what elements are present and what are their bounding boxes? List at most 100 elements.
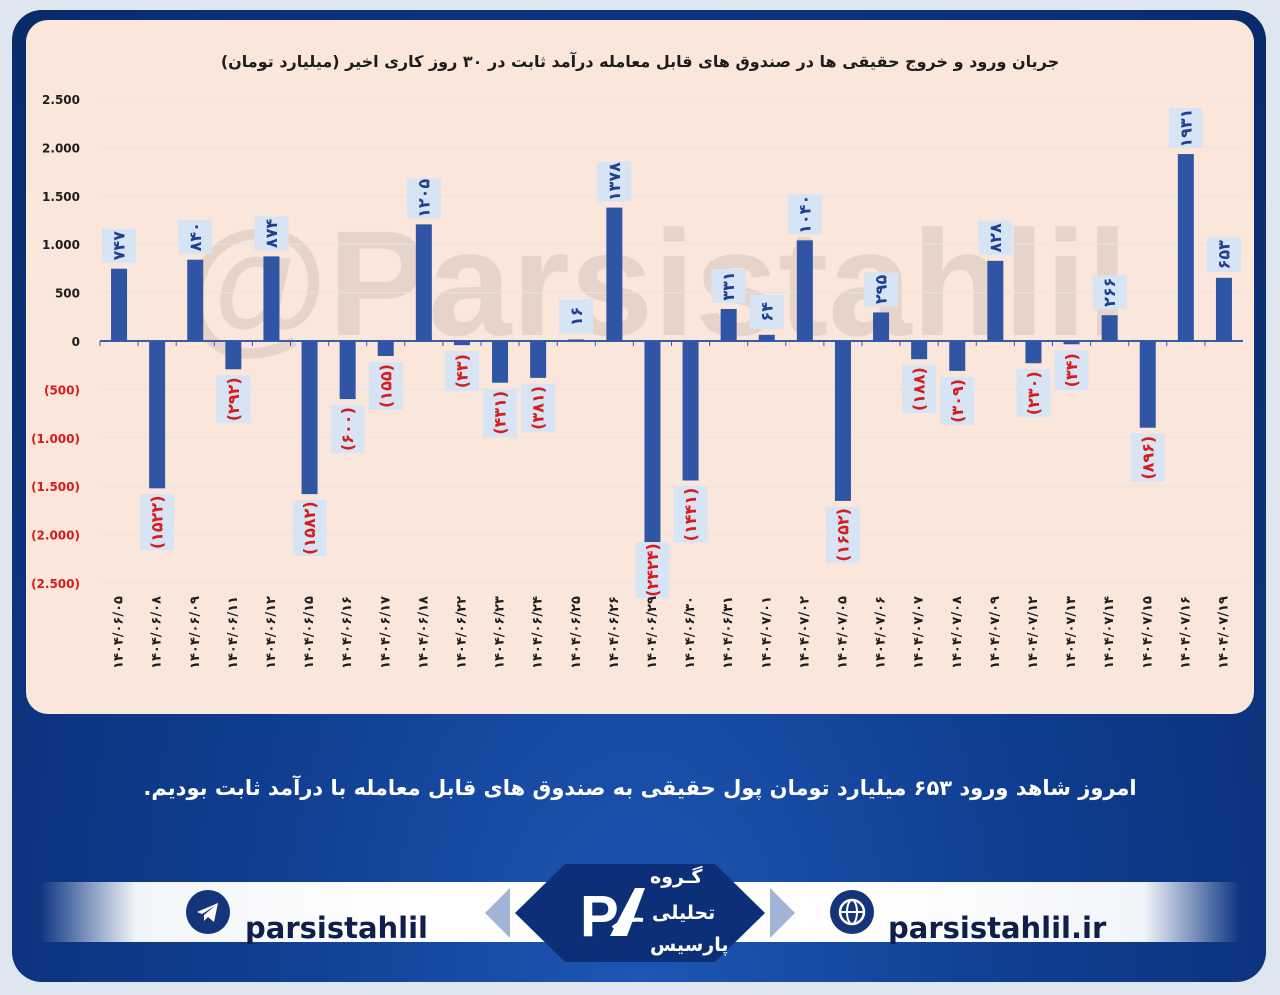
- y-tick-label: (500): [44, 383, 80, 397]
- telegram-icon[interactable]: [186, 890, 230, 934]
- x-tick-label: ۱۴۰۴/۰۷/۰۱: [759, 596, 774, 669]
- x-tick-label: ۱۴۰۴/۰۶/۲۲: [454, 596, 469, 669]
- bar: [453, 341, 470, 346]
- data-label-box: [864, 272, 899, 307]
- bar: [111, 268, 128, 341]
- y-tick-label: (2.500): [31, 577, 80, 591]
- x-tick-label: ۱۴۰۴/۰۷/۰۵: [835, 596, 850, 669]
- data-label-box: [1016, 369, 1051, 418]
- bar: [301, 341, 318, 495]
- bar: [339, 341, 356, 400]
- data-label: ۲۶۶: [1100, 278, 1119, 307]
- website-link[interactable]: parsistahlil.ir: [888, 911, 1107, 945]
- x-tick-label: ۱۴۰۴/۰۶/۳۱: [721, 596, 736, 669]
- data-label-box: [673, 486, 708, 543]
- x-tick-label: ۱۴۰۴/۰۶/۱۶: [340, 596, 355, 669]
- bar: [1063, 341, 1080, 345]
- data-label-box: [444, 351, 479, 392]
- x-tick-label: ۱۴۰۴/۰۶/۲۵: [569, 596, 584, 669]
- data-label: (۲۳۰): [1024, 371, 1043, 415]
- globe-icon[interactable]: [830, 890, 874, 934]
- data-label: ۱۰۴۰: [795, 195, 814, 234]
- data-label-box: [1092, 275, 1127, 310]
- bar: [987, 260, 1004, 341]
- watermark: @Parsistahlil: [182, 199, 1129, 367]
- data-label-box: [711, 268, 746, 303]
- bar: [187, 259, 204, 341]
- data-label-box: [368, 362, 403, 411]
- data-label: ۸۷۴: [262, 219, 281, 249]
- data-label: ۳۳۱: [719, 271, 738, 300]
- data-label: (۳۰۹): [948, 379, 967, 423]
- bar: [1101, 315, 1118, 341]
- bar: [720, 308, 737, 341]
- telegram-handle[interactable]: parsistahlil: [245, 911, 428, 945]
- bar: [873, 312, 890, 341]
- data-label: ۸۲۸: [986, 223, 1005, 253]
- data-label: (۴۳): [452, 354, 471, 388]
- y-tick-label: (2.000): [31, 529, 80, 543]
- data-label-box: [330, 405, 365, 454]
- x-tick-label: ۱۴۰۴/۰۷/۱۹: [1216, 596, 1231, 669]
- data-label-box: [825, 506, 860, 563]
- bar: [568, 339, 585, 341]
- bar: [415, 224, 432, 341]
- data-label-box: [1206, 237, 1241, 272]
- data-label-box: [406, 178, 441, 219]
- brand-line-1: گـروه: [650, 866, 703, 888]
- bar: [492, 341, 509, 383]
- x-tick-label: ۱۴۰۴/۰۶/۱۱: [226, 596, 241, 669]
- data-label-box: [1168, 108, 1203, 149]
- y-tick-label: 2.500: [42, 93, 80, 107]
- data-label-box: [102, 228, 137, 263]
- bar: [263, 256, 280, 341]
- y-tick-label: 500: [55, 287, 80, 301]
- data-label: (۱۵۸۲): [300, 501, 319, 555]
- data-label-box: [559, 299, 594, 334]
- data-label-box: [521, 383, 556, 432]
- x-tick-label: ۱۴۰۴/۰۷/۰۶: [874, 596, 889, 669]
- data-label-box: [787, 194, 822, 235]
- y-tick-label: (1.000): [31, 432, 80, 446]
- x-tick-label: ۱۴۰۴/۰۷/۰۹: [988, 596, 1003, 669]
- data-label-box: [254, 216, 289, 251]
- data-label: (۱۴۴۱): [681, 488, 700, 542]
- y-tick-label: 0: [72, 335, 80, 349]
- data-label-box: [140, 494, 175, 551]
- bar: [644, 341, 661, 576]
- data-label: ۸۴۰: [186, 222, 205, 251]
- data-label: (۱۶۵۲): [833, 508, 852, 562]
- bar: [949, 341, 966, 371]
- x-tick-label: ۱۴۰۴/۰۶/۰۸: [150, 596, 165, 669]
- data-label: ۱۲۰۵: [414, 179, 433, 218]
- x-tick-label: ۱۴۰۴/۰۶/۰۵: [112, 596, 127, 669]
- x-tick-label: ۱۴۰۴/۰۷/۰۸: [950, 596, 965, 669]
- bar: [225, 341, 242, 370]
- bar: [682, 341, 699, 481]
- data-label-box: [978, 220, 1013, 255]
- bar: [1139, 341, 1156, 428]
- brand-line-2: تحلیلی: [652, 902, 716, 924]
- x-tick-label: ۱۴۰۴/۰۶/۲۴: [531, 596, 546, 669]
- x-tick-label: ۱۴۰۴/۰۶/۱۲: [264, 596, 279, 669]
- data-label: (۱۸۸): [910, 367, 929, 411]
- y-tick-label: (1.500): [31, 480, 80, 494]
- bar: [1215, 277, 1232, 341]
- data-label: ۱۶: [567, 307, 586, 327]
- data-label-box: [635, 542, 670, 598]
- bar: [1177, 154, 1194, 341]
- data-label-box: [216, 375, 251, 424]
- data-label-box: [1130, 433, 1165, 482]
- chart-title: جریان ورود و خروج حقیقی ها در صندوق های …: [220, 52, 1060, 71]
- x-tick-label: ۱۴۰۴/۰۷/۱۲: [1026, 596, 1041, 669]
- x-tick-label: ۱۴۰۴/۰۶/۲۹: [645, 596, 660, 669]
- data-label: ۷۴۷: [110, 231, 129, 261]
- x-tick-label: ۱۴۰۴/۰۶/۱۸: [416, 596, 431, 669]
- x-tick-label: ۱۴۰۴/۰۷/۱۵: [1140, 596, 1155, 669]
- data-label: (۲۹۲): [224, 377, 243, 421]
- bar: [911, 341, 928, 360]
- x-tick-label: ۱۴۰۴/۰۷/۱۶: [1178, 596, 1193, 669]
- data-label: (۲۴۲۴): [643, 543, 662, 597]
- data-label-box: [940, 376, 975, 425]
